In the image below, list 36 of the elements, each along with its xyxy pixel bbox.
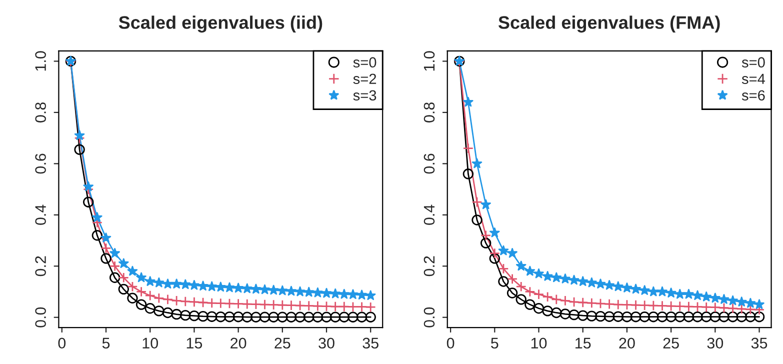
x-tick-label: 25: [663, 338, 679, 349]
y-tick-label: 0.6: [35, 154, 46, 174]
x-tick-label: 35: [362, 338, 378, 349]
x-tick-label: 0: [58, 338, 66, 349]
legend-label: s=2: [353, 74, 376, 84]
y-tick-label: 0.0: [35, 307, 46, 328]
legend-label: s=0: [742, 57, 765, 68]
legend-label: s=6: [742, 90, 765, 101]
x-tick-label: 20: [619, 338, 635, 349]
x-tick-label: 25: [274, 338, 290, 349]
y-tick-label: 0.2: [35, 256, 46, 276]
chart-title: Scaled eigenvalues (FMA): [498, 16, 720, 33]
legend-label: s=0: [353, 57, 376, 68]
x-tick-label: 35: [751, 338, 768, 349]
y-tick-label: 0.8: [424, 102, 435, 122]
x-tick-label: 5: [102, 338, 110, 349]
y-tick-label: 0.2: [424, 256, 435, 276]
y-tick-label: 1.0: [35, 51, 46, 71]
legend-label: s=4: [742, 74, 765, 84]
x-tick-label: 15: [186, 338, 202, 349]
y-tick-label: 0.8: [35, 102, 46, 122]
chart-title: Scaled eigenvalues (iid): [118, 16, 322, 33]
x-tick-label: 0: [446, 338, 454, 349]
y-tick-label: 1.0: [424, 51, 435, 71]
x-tick-label: 5: [491, 338, 498, 349]
y-tick-label: 0.6: [424, 154, 435, 174]
legend-label: s=3: [353, 90, 376, 101]
x-tick-label: 20: [230, 338, 246, 349]
y-tick-label: 0.4: [35, 204, 46, 225]
y-tick-label: 0.4: [424, 204, 435, 225]
x-tick-label: 10: [142, 338, 158, 349]
x-tick-label: 15: [576, 338, 591, 349]
y-tick-label: 0.0: [424, 307, 435, 328]
x-tick-label: 30: [707, 338, 724, 349]
x-tick-label: 10: [531, 338, 547, 349]
x-tick-label: 30: [318, 338, 334, 349]
